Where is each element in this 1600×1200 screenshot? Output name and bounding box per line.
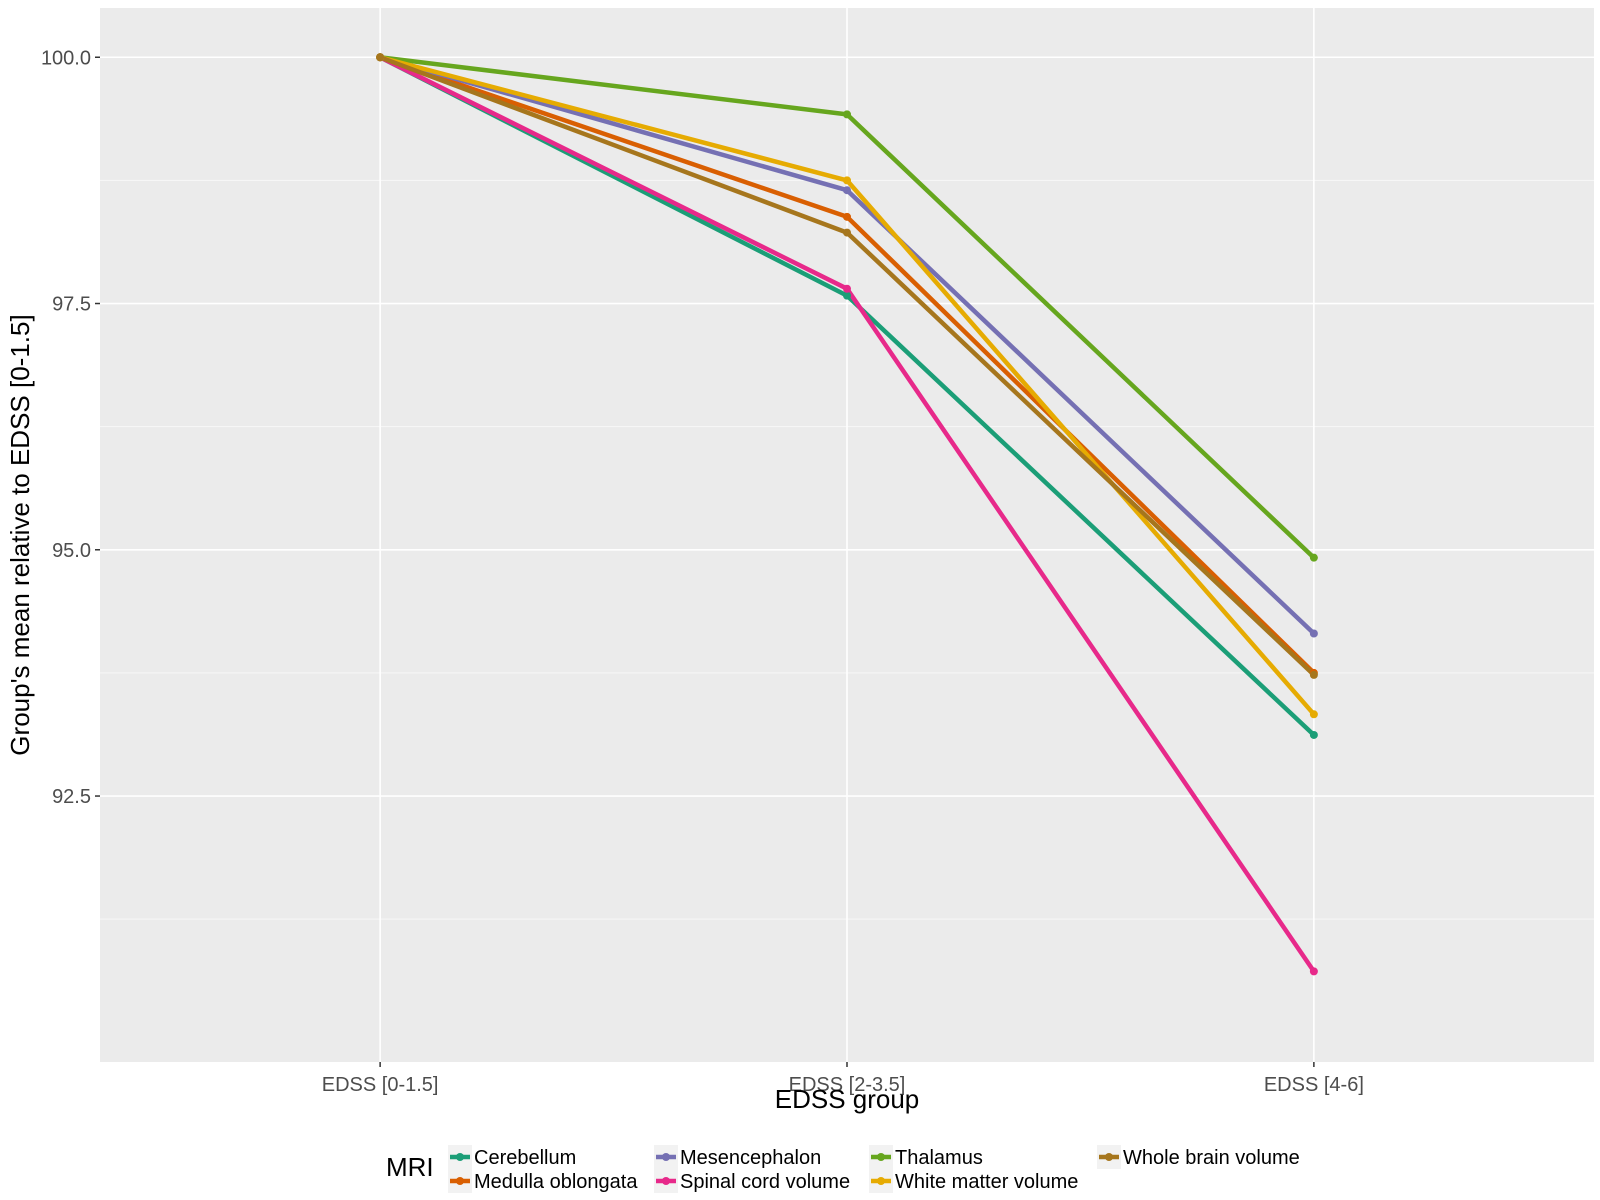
legend-key-point [1105, 1153, 1113, 1161]
legend-label: Spinal cord volume [680, 1171, 850, 1193]
major-gridlines [100, 8, 1594, 1062]
data-point [843, 110, 851, 119]
data-point [1309, 710, 1318, 719]
data-point [843, 284, 851, 293]
y-axis: 92.5 95.0 97.5 100.0 [41, 47, 100, 808]
data-point [843, 212, 851, 221]
data-point [843, 228, 851, 237]
y-tick-label: 92.5 [52, 786, 91, 808]
legend-label: White matter volume [895, 1171, 1078, 1193]
legend-key-point [662, 1153, 670, 1161]
data-point [843, 186, 851, 195]
legend-key-point [877, 1153, 885, 1161]
data-point [843, 291, 851, 300]
data-point [1309, 967, 1318, 976]
y-tick-label: 100.0 [41, 47, 91, 69]
data-point [376, 53, 385, 62]
legend-key-point [877, 1177, 885, 1185]
series-points [376, 53, 1318, 976]
legend-label: Medulla oblongata [474, 1171, 638, 1193]
data-point [1309, 553, 1318, 562]
legend-label: Mesencephalon [680, 1147, 821, 1169]
legend-title: MRI [386, 1152, 434, 1182]
x-tick-label: EDSS [0-1.5] [322, 1074, 439, 1096]
data-point [843, 176, 851, 185]
x-axis: EDSS [0-1.5] EDSS [2-3.5] EDSS [4-6] [322, 1062, 1364, 1096]
legend-key-point [456, 1177, 464, 1185]
x-tick-label: EDSS [2-3.5] [789, 1074, 906, 1096]
data-point [1309, 629, 1318, 638]
legend-label: Thalamus [895, 1147, 983, 1169]
legend-label: Cerebellum [474, 1147, 576, 1169]
legend-key-point [662, 1177, 670, 1185]
data-point [1309, 730, 1318, 739]
y-tick-label: 97.5 [52, 294, 91, 316]
legend-label: Whole brain volume [1123, 1147, 1300, 1169]
y-tick-label: 95.0 [52, 540, 91, 562]
data-point [1309, 670, 1318, 679]
x-axis-title: EDSS group [775, 1084, 920, 1114]
x-tick-label: EDSS [4-6] [1264, 1074, 1364, 1096]
y-axis-title: Group's mean relative to EDSS [0-1.5] [5, 314, 35, 755]
legend-key-point [456, 1153, 464, 1161]
